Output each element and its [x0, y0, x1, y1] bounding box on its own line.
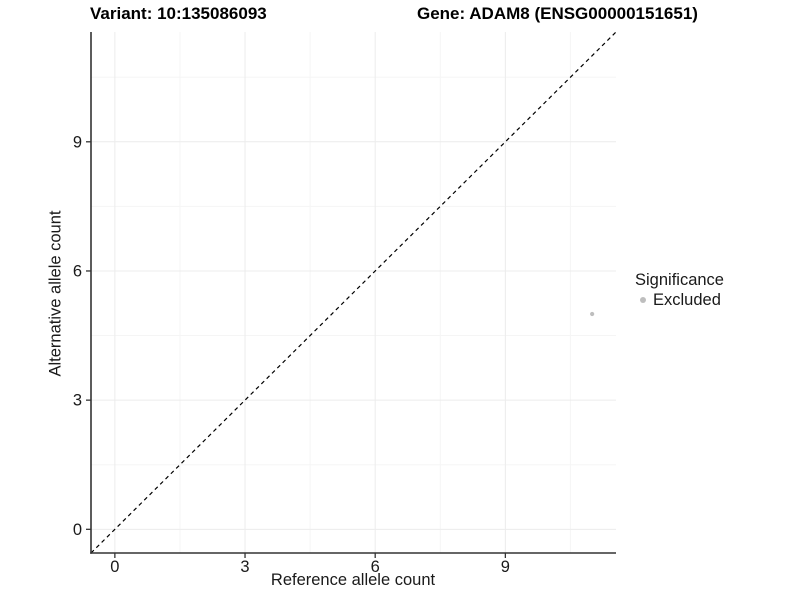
y-axis-title: Alternative allele count: [46, 210, 65, 377]
y-tick-label: 6: [73, 262, 82, 280]
y-tick-label: 3: [73, 392, 82, 410]
data-point: [590, 311, 595, 317]
x-tick-label: 9: [501, 558, 510, 576]
x-tick-label: 6: [371, 558, 380, 576]
variant-title: Variant: 10:135086093: [90, 4, 267, 23]
gene-title: Gene: ADAM8 (ENSG00000151651): [417, 4, 698, 23]
legend-title: Significance: [635, 271, 724, 289]
y-tick-label: 9: [73, 133, 82, 151]
legend-item-label: Excluded: [653, 291, 721, 309]
x-axis-title: Reference allele count: [270, 571, 436, 589]
excluded-point-icon: [640, 297, 646, 303]
x-tick-label: 0: [110, 558, 119, 576]
identity-dashed-line: [90, 31, 617, 554]
legend-item-excluded: Excluded: [630, 291, 724, 309]
legend: Significance Excluded: [630, 271, 724, 309]
y-tick-label: 0: [73, 521, 82, 539]
x-tick-label: 3: [240, 558, 249, 576]
